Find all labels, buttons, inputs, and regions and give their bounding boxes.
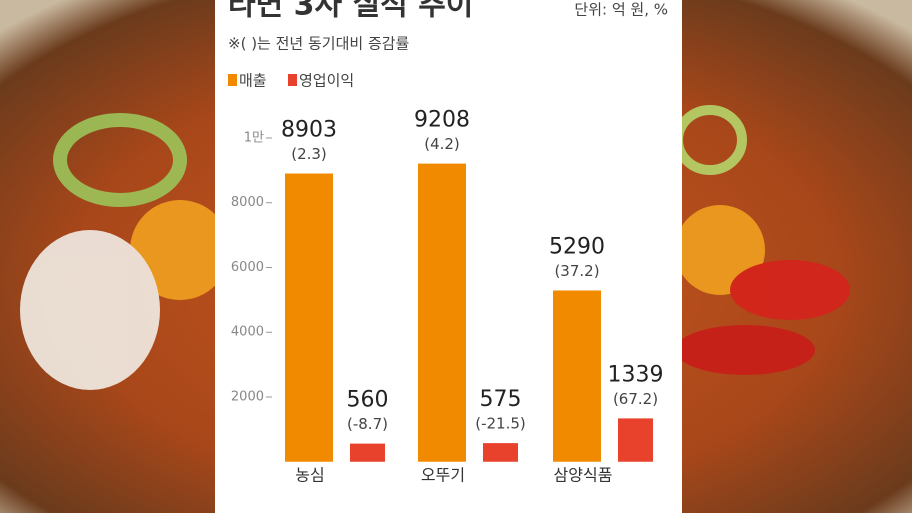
x-tick-label: 삼양식품	[554, 466, 613, 485]
bar	[618, 418, 653, 462]
value-label: 5290	[549, 234, 605, 259]
legend-swatch	[228, 74, 237, 86]
bar	[418, 163, 466, 462]
chart-title: 라면 3사 실적 추이	[228, 0, 473, 23]
change-label: (37.2)	[554, 262, 599, 280]
note: ※( )는 전년 동기대비 증감률	[228, 35, 410, 53]
legend-label: 영업이익	[299, 72, 354, 90]
unit-label: 단위: 억 원, %	[574, 1, 668, 19]
x-tick-label: 오뚜기	[421, 466, 465, 485]
value-label: 560	[347, 388, 389, 413]
y-tick-label: 6000	[231, 260, 264, 275]
change-label: (2.3)	[291, 145, 327, 163]
bar	[350, 443, 385, 462]
y-tick-label: 4000	[231, 325, 264, 340]
bar	[553, 290, 601, 462]
y-tick-label: 2000	[231, 389, 264, 404]
photo-decor	[20, 105, 850, 390]
change-label: (-21.5)	[475, 415, 526, 433]
value-label: 1339	[608, 362, 664, 387]
value-label: 9208	[414, 108, 470, 133]
change-label: (67.2)	[613, 390, 658, 408]
legend-swatch	[288, 74, 297, 86]
x-tick-label: 농심	[295, 466, 324, 485]
change-label: (-8.7)	[347, 415, 388, 433]
y-tick-label: 8000	[231, 195, 264, 210]
value-label: 575	[480, 387, 522, 412]
bar	[285, 173, 333, 462]
bar	[483, 443, 518, 462]
change-label: (4.2)	[424, 135, 460, 153]
value-label: 8903	[281, 117, 337, 142]
legend-label: 매출	[239, 72, 267, 90]
y-tick-label: 1만	[244, 130, 264, 145]
